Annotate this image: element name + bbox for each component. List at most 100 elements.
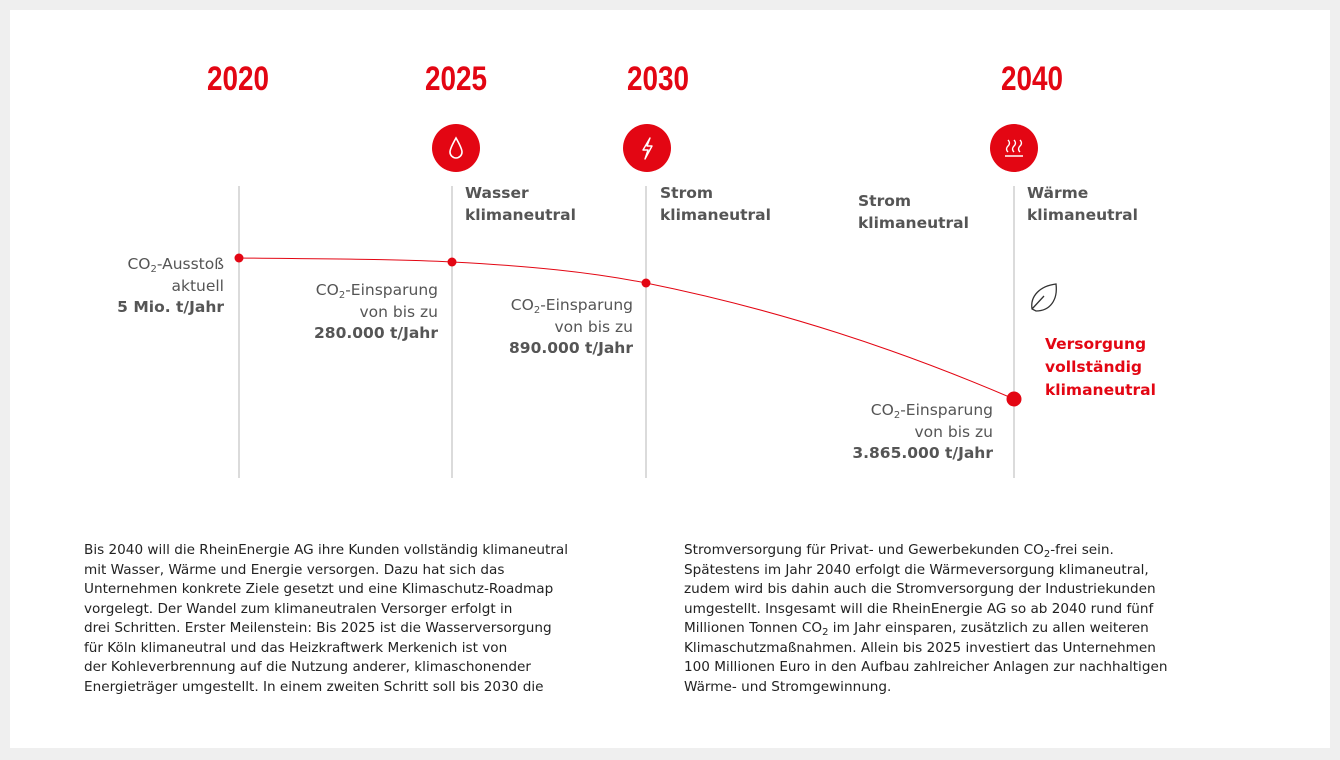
paragraph-line: Spätestens im Jahr 2040 erfolgt die Wärm… [684,561,1167,581]
goal-line: Versorgung [1045,335,1147,353]
subscript: 2 [1043,549,1051,560]
paragraph-line: 100 Millionen Euro in den Aufbau zahlrei… [684,658,1167,678]
paragraph-line: drei Schritten. Erster Meilenstein: Bis … [84,619,568,639]
milestone-line: klimaneutral [660,206,771,224]
text: der Kohleverbrennung auf die Nutzung and… [84,659,531,675]
reduction-curve [238,257,1015,400]
emission-title: CO2-Einsparung [852,400,993,422]
emission-label: CO2-Einsparung von bis zu 890.000 t/Jahr [509,295,633,360]
milestone: Wasser klimaneutral [465,182,576,226]
amount: 890.000 t/Jahr [509,339,633,357]
co2: CO [315,281,339,299]
emission-label: CO2-Ausstoß aktuell 5 Mio. t/Jahr [117,254,224,319]
milestone-line: Strom [858,192,912,210]
subscript: 2 [533,305,541,316]
paragraph-line: Bis 2040 will die RheinEnergie AG ihre K… [84,541,568,561]
water-icon [432,124,480,172]
amount: 5 Mio. t/Jahr [117,298,224,316]
milestone-line: klimaneutral [1027,206,1138,224]
text: Klimaschutzmaßnahmen. Allein bis 2025 in… [684,639,1156,656]
paragraph-line: für Köln klimaneutral und das Heizkraftw… [84,639,568,659]
year: 2030 [626,60,690,98]
qualifier: aktuell [171,276,224,295]
paragraph-line: Wärme- und Stromgewinnung. [684,678,1167,698]
paragraph-line: Millionen Tonnen CO2 im Jahr einsparen, … [684,619,1167,639]
subscript: 2 [338,290,346,301]
subscript: 2 [822,627,829,638]
paragraph-line: Energieträger umgestellt. In einem zweit… [84,678,568,698]
co2: CO [510,296,534,314]
amount-line: 890.000 t/Jahr [509,338,633,360]
text: Unternehmen konkrete Ziele gesetzt und e… [84,581,554,597]
text: 100 Millionen Euro in den Aufbau zahlrei… [684,659,1168,675]
text: drei Schritten. Erster Meilenstein: Bis … [84,620,552,636]
milestone-line: klimaneutral [465,206,576,224]
goal-line: klimaneutral [1045,381,1156,399]
milestone: Wärme klimaneutral [1027,182,1138,226]
text: Spätestens im Jahr 2040 erfolgt die Wärm… [684,561,1149,578]
year: 2040 [1000,60,1064,98]
emission-title: CO2-Ausstoß [117,254,224,276]
paragraph: Bis 2040 will die RheinEnergie AG ihre K… [84,541,568,697]
year: 2020 [206,60,270,98]
label-text: -Einsparung [540,296,633,314]
label-text: -Einsparung [900,401,993,419]
paragraph-line: vorgelegt. Der Wandel zum klimaneutralen… [84,600,568,620]
text: Stromversorgung für Privat- und Gewerbek… [684,542,1044,558]
amount-line: 280.000 t/Jahr [314,323,438,345]
power-icon [623,124,671,172]
milestone: Strom klimaneutral [858,190,969,234]
text: im Jahr einsparen, zusätzlich zu allen w… [828,620,1149,636]
text: zudem wird bis dahin auch die Stromverso… [684,581,1156,597]
text: für Köln klimaneutral und das Heizkraftw… [84,639,508,656]
goal: Versorgung vollständig klimaneutral [1045,333,1156,402]
emission-label: CO2-Einsparung von bis zu 3.865.000 t/Jahr [852,400,993,465]
paragraph: Stromversorgung für Privat- und Gewerbek… [684,541,1167,697]
amount-line: 5 Mio. t/Jahr [117,297,224,319]
text: Energieträger umgestellt. In einem zweit… [84,678,544,695]
milestone-line: Strom [660,184,714,202]
text: -frei sein. [1050,542,1114,558]
milestone-line: klimaneutral [858,214,969,232]
milestone-line: Wasser [465,184,529,202]
subscript: 2 [893,410,901,421]
paragraph-line: Stromversorgung für Privat- und Gewerbek… [684,541,1167,561]
label-text: -Ausstoß [156,255,224,273]
text: vorgelegt. Der Wandel zum klimaneutralen… [84,600,513,617]
paragraph-line: der Kohleverbrennung auf die Nutzung and… [84,658,568,678]
paragraph-line: Unternehmen konkrete Ziele gesetzt und e… [84,580,568,600]
paragraph-line: zudem wird bis dahin auch die Stromverso… [684,580,1167,600]
paragraph-line: umgestellt. Insgesamt will die RheinEner… [684,600,1167,620]
card [10,10,1330,748]
emission-title: CO2-Einsparung [314,280,438,302]
qualifier: von bis zu [359,302,438,321]
paragraph-line: mit Wasser, Wärme und Energie versorgen.… [84,561,568,581]
milestone-line: Wärme [1027,184,1089,202]
amount-line: 3.865.000 t/Jahr [852,443,993,465]
co2: CO [870,401,894,419]
text: Millionen Tonnen CO [684,620,823,636]
year: 2025 [424,60,488,98]
co2: CO [127,255,151,273]
qualifier: von bis zu [554,317,633,336]
text: mit Wasser, Wärme und Energie versorgen.… [84,561,505,578]
qualifier: von bis zu [914,422,993,441]
curve-dots [234,253,1022,407]
amount: 3.865.000 t/Jahr [852,444,993,462]
emission-label: CO2-Einsparung von bis zu 280.000 t/Jahr [314,280,438,345]
paragraph-line: Klimaschutzmaßnahmen. Allein bis 2025 in… [684,639,1167,659]
heat-icon [990,124,1038,172]
emission-title: CO2-Einsparung [509,295,633,317]
label-text: -Einsparung [345,281,438,299]
milestone: Strom klimaneutral [660,182,771,226]
text: umgestellt. Insgesamt will die RheinEner… [684,600,1154,617]
text: Bis 2040 will die RheinEnergie AG ihre K… [84,542,569,558]
subscript: 2 [150,264,157,275]
leaf-icon [1031,283,1057,312]
goal-line: vollständig [1045,358,1143,376]
text: Wärme- und Stromgewinnung. [684,678,892,695]
amount: 280.000 t/Jahr [314,324,438,342]
